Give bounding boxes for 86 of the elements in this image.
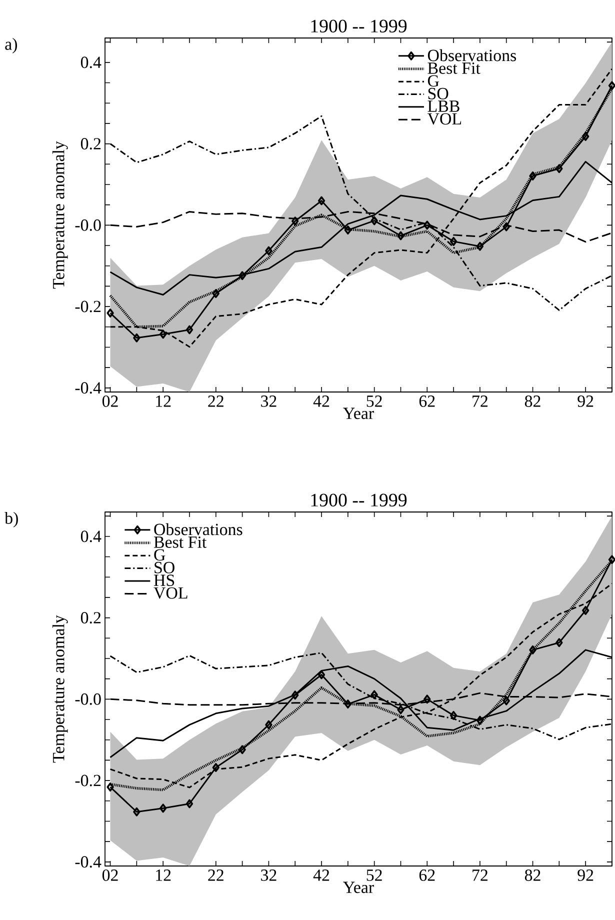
x-tick-label: 12: [156, 870, 170, 881]
point: [502, 222, 510, 232]
point: [132, 807, 140, 816]
legend-label: SO: [154, 562, 174, 574]
x-axis-title: Year: [342, 882, 374, 894]
point: [555, 164, 563, 174]
point: [476, 716, 484, 725]
point: [370, 216, 378, 226]
x-tick-label: 52: [366, 396, 382, 407]
y-tick-label: -0.0: [75, 693, 101, 705]
y-tick-label: -0.2: [75, 774, 100, 786]
x-tick-label: 82: [524, 870, 540, 881]
x-tick-label: 22: [208, 396, 224, 407]
point: [397, 231, 404, 240]
point: [159, 330, 167, 339]
point: [450, 236, 457, 246]
point: [450, 710, 457, 720]
point: [476, 242, 484, 251]
point: [529, 171, 536, 180]
point: [186, 325, 193, 334]
x-tick-label: 62: [419, 870, 435, 881]
point: [159, 804, 167, 813]
point: [186, 799, 193, 808]
x-tick-label: 52: [366, 870, 382, 881]
x-tick-label: 22: [208, 870, 224, 881]
x-tick-label: 62: [419, 396, 435, 407]
point: [423, 220, 431, 230]
legend-label: LBB: [428, 100, 460, 112]
x-tick-label: 72: [472, 396, 488, 407]
legend-label: SO: [428, 88, 448, 100]
chart-title: 1900 -- 1999: [311, 20, 406, 32]
legend-label: Best Fit: [154, 536, 206, 548]
x-tick-label: 32: [260, 870, 276, 881]
point: [502, 696, 510, 706]
point: [344, 700, 352, 709]
legend-label: G: [428, 75, 439, 87]
legend-label: Observations: [154, 523, 242, 536]
point: [344, 226, 352, 235]
point: [264, 720, 272, 730]
y-tick-label: -0.0: [75, 219, 101, 231]
x-tick-label: 92: [578, 870, 593, 881]
x-tick-label: 12: [156, 396, 170, 407]
point: [264, 246, 272, 256]
x-tick-label: 42: [313, 870, 329, 881]
point: [423, 694, 431, 704]
point: [238, 745, 246, 754]
x-tick-label: 02: [102, 396, 118, 407]
point: [238, 271, 246, 280]
x-tick-label: 32: [260, 396, 276, 407]
y-tick-label: 0.2: [80, 138, 100, 150]
x-tick-label: 02: [102, 870, 118, 881]
point: [529, 645, 536, 654]
y-axis-title: Temperature anomaly: [52, 615, 68, 763]
point: [291, 690, 299, 700]
point: [212, 763, 220, 772]
x-tick-label: 82: [524, 396, 540, 407]
point: [132, 333, 140, 342]
point: [318, 196, 325, 206]
legend-label: Observations: [428, 49, 516, 62]
chart-title: 1900 -- 1999: [311, 494, 406, 506]
y-tick-label: -0.4: [75, 856, 102, 868]
point: [555, 638, 563, 648]
y-tick-label: 0.4: [80, 530, 102, 542]
legend-label: VOL: [154, 587, 188, 599]
text: b): [4, 512, 18, 528]
legend-label: Best Fit: [428, 62, 480, 74]
point: [397, 705, 404, 714]
point: [370, 690, 378, 700]
point: [291, 216, 299, 226]
point: [582, 132, 590, 141]
x-tick-label: 92: [578, 396, 593, 407]
y-axis-title: Temperature anomaly: [52, 141, 68, 289]
point: [318, 670, 325, 680]
x-tick-label: 42: [313, 396, 329, 407]
legend-label: HS: [154, 574, 174, 586]
y-tick-label: 0.4: [80, 56, 102, 68]
point: [582, 606, 590, 615]
x-axis-title: Year: [342, 408, 374, 420]
legend-label: G: [154, 549, 166, 561]
y-tick-label: 0.2: [80, 612, 100, 624]
legend-label: VOL: [427, 113, 461, 125]
y-tick-label: -0.2: [75, 300, 100, 312]
x-tick-label: 72: [472, 870, 488, 881]
text: a): [5, 38, 17, 54]
y-tick-label: -0.4: [75, 382, 102, 394]
point: [212, 289, 220, 298]
